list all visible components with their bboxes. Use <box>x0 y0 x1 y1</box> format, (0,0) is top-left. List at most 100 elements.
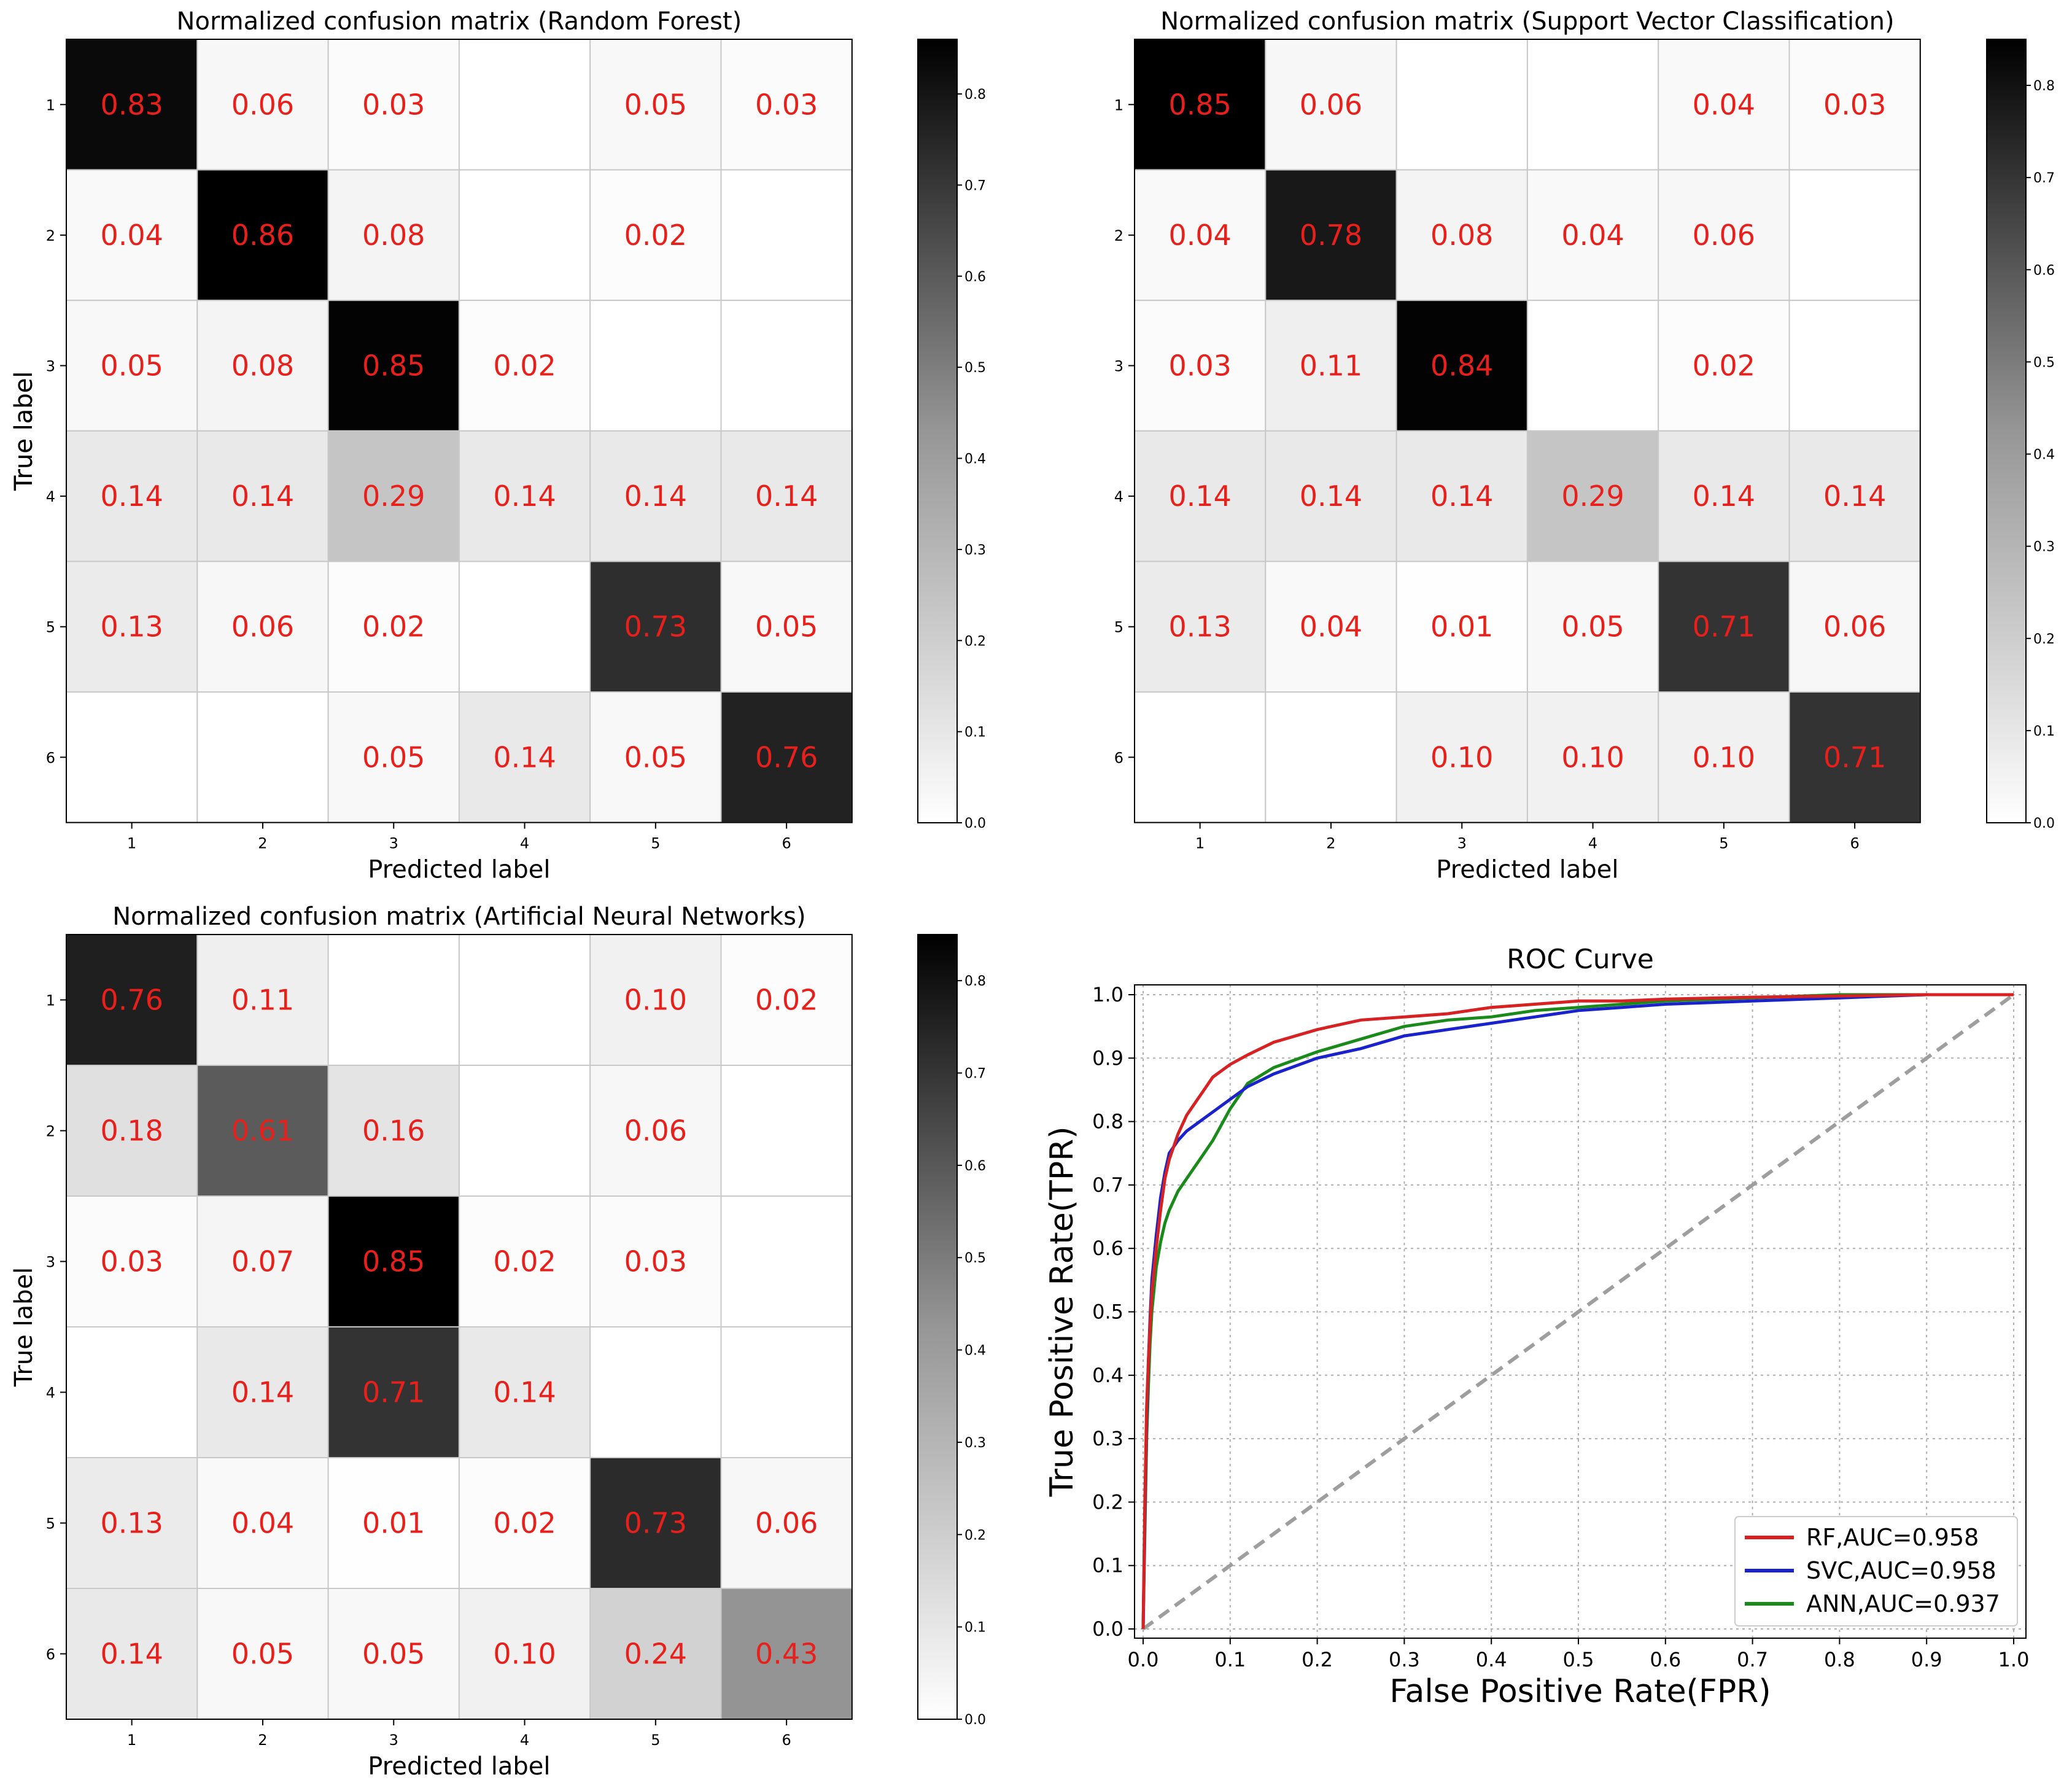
heatmap-cell <box>1134 39 1267 171</box>
cell-value-label: 0.73 <box>624 610 687 643</box>
cell-value-label: 0.14 <box>1430 480 1493 513</box>
heatmap-cell <box>1395 169 1528 301</box>
heatmap-cell <box>589 1588 722 1720</box>
cell-value-label: 0.11 <box>1300 349 1362 383</box>
y-tick-label: 2 <box>46 227 55 244</box>
heatmap-cell <box>1788 561 1921 693</box>
heatmap-cell <box>1658 430 1790 562</box>
cell-value-label: 0.03 <box>362 88 425 121</box>
heatmap-cell <box>1265 430 1397 562</box>
heatmap-cell <box>196 1065 329 1197</box>
legend-entry: RF,AUC=0.958 <box>1806 1524 1979 1551</box>
heatmap-cell <box>1265 300 1397 432</box>
x-tick-label: 6 <box>1850 835 1860 852</box>
heatmap-cell <box>1395 39 1528 171</box>
cell-value-label: 0.13 <box>100 610 163 643</box>
cell-value-label: 0.43 <box>755 1638 818 1671</box>
cell-value-label: 0.78 <box>1300 219 1362 252</box>
colorbar-tick-label: 0.3 <box>964 1436 986 1451</box>
x-tick-label: 0.3 <box>1389 1648 1420 1671</box>
heatmap-cell <box>720 1326 853 1458</box>
heatmap-cell <box>1658 300 1790 432</box>
y-tick-label: 1 <box>46 96 55 114</box>
y-axis-label: True label <box>10 371 38 491</box>
heatmap-cell <box>720 561 853 693</box>
heatmap-cell <box>66 561 198 693</box>
colorbar-tick-label: 0.7 <box>2033 171 2055 186</box>
cell-value-label: 0.05 <box>100 349 163 383</box>
cell-value-label: 0.73 <box>624 1507 687 1540</box>
cell-value-label: 0.04 <box>1693 88 1755 121</box>
heatmap-cell <box>66 430 198 562</box>
colorbar-tick-label: 0.4 <box>964 452 986 467</box>
x-tick-label: 5 <box>651 835 660 852</box>
heatmap-cell <box>327 1457 460 1589</box>
x-tick-label: 3 <box>389 835 398 852</box>
heatmap-cell <box>196 1457 329 1589</box>
y-tick-label: 3 <box>46 358 55 375</box>
cell-value-label: 0.01 <box>362 1507 425 1540</box>
y-tick-label: 1 <box>1114 96 1123 114</box>
cell-value-label: 0.29 <box>362 480 425 513</box>
y-tick-label: 6 <box>46 749 55 766</box>
x-axis-label: False Positive Rate(FPR) <box>1389 1673 1771 1710</box>
heatmap-cell <box>589 39 722 171</box>
cell-value-label: 0.16 <box>362 1114 425 1148</box>
cell-value-label: 0.14 <box>100 1638 163 1671</box>
cell-value-label: 0.08 <box>362 219 425 252</box>
y-tick-label: 0.1 <box>1092 1554 1123 1577</box>
colorbar-tick-label: 0.8 <box>964 87 986 103</box>
colorbar-tick-label: 0.1 <box>2033 724 2055 739</box>
colorbar-tick-label: 0.5 <box>2033 355 2055 370</box>
y-tick-label: 0.4 <box>1092 1364 1123 1387</box>
x-tick-label: 2 <box>258 1731 267 1749</box>
cell-value-label: 0.10 <box>1693 740 1755 774</box>
heatmap-cell <box>1265 691 1397 823</box>
heatmap-cell <box>1658 39 1790 171</box>
y-tick-label: 0.7 <box>1092 1173 1123 1197</box>
heatmap-cell <box>327 1065 460 1197</box>
series-line-0 <box>1141 993 2014 1630</box>
colorbar-tick-label: 0.6 <box>964 1159 986 1174</box>
cell-value-label: 0.08 <box>1430 219 1493 252</box>
colorbar <box>1986 39 2027 823</box>
colorbar-tick-label: 0.5 <box>964 1251 986 1266</box>
cell-value-label: 0.71 <box>362 1376 425 1409</box>
x-axis-label: Predicted label <box>368 1752 550 1780</box>
colorbar-tick-label: 0.0 <box>964 816 986 831</box>
x-tick-label: 0.1 <box>1214 1648 1246 1671</box>
y-axis-label: True label <box>10 1267 38 1387</box>
cell-value-label: 0.10 <box>1430 740 1493 774</box>
heatmap-cell <box>1526 430 1659 562</box>
colorbar-tick-label: 0.0 <box>2033 816 2055 831</box>
cell-value-label: 0.05 <box>624 740 687 774</box>
y-tick-label: 0.8 <box>1092 1110 1123 1133</box>
chance-diagonal-line <box>1142 993 2015 1631</box>
cell-value-label: 0.14 <box>1300 480 1362 513</box>
cell-value-label: 0.03 <box>1168 349 1231 383</box>
heatmap-cell <box>196 561 329 693</box>
cell-value-label: 0.06 <box>231 88 294 121</box>
colorbar-tick-label: 0.0 <box>964 1712 986 1728</box>
y-tick-label: 2 <box>46 1123 55 1140</box>
cell-value-label: 0.61 <box>231 1114 294 1148</box>
chart-title: Normalized confusion matrix (Support Vec… <box>1160 7 1894 36</box>
cell-value-label: 0.03 <box>624 1245 687 1278</box>
y-tick-label: 6 <box>1114 749 1123 766</box>
heatmap-cell <box>1526 300 1659 432</box>
heatmap-cell <box>720 1588 853 1720</box>
colorbar-tick-label: 0.2 <box>2033 632 2055 647</box>
colorbar-tick-label: 0.6 <box>2033 263 2055 278</box>
cell-value-label: 0.06 <box>1823 610 1886 643</box>
cell-value-label: 0.84 <box>1430 349 1493 383</box>
cell-value-label: 0.11 <box>231 984 294 1017</box>
x-tick-label: 5 <box>1719 835 1728 852</box>
cell-value-label: 0.01 <box>1430 610 1493 643</box>
heatmap-cell <box>327 934 460 1066</box>
heatmap-cell <box>196 691 329 823</box>
cell-value-label: 0.83 <box>100 88 163 121</box>
heatmap-cell <box>1526 39 1659 171</box>
heatmap-cell <box>327 300 460 432</box>
x-tick-label: 1 <box>1195 835 1205 852</box>
colorbar-tick-label: 0.7 <box>964 1067 986 1082</box>
